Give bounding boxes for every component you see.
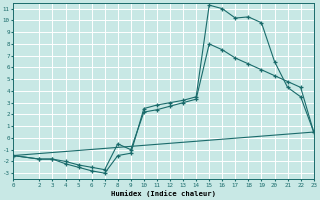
- X-axis label: Humidex (Indice chaleur): Humidex (Indice chaleur): [111, 190, 216, 197]
